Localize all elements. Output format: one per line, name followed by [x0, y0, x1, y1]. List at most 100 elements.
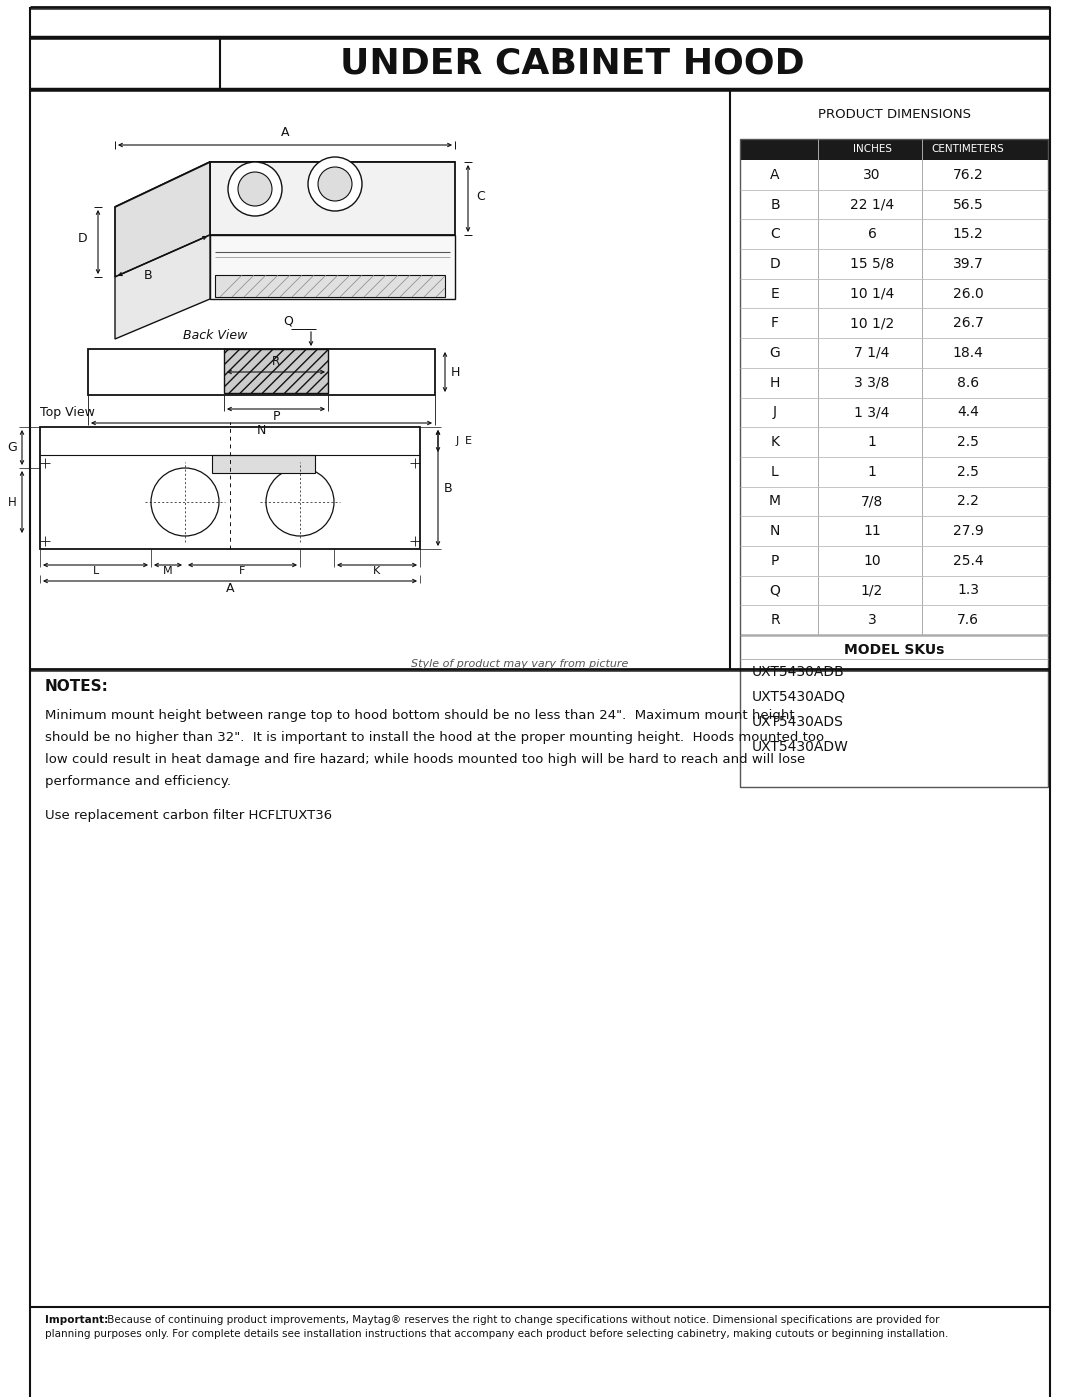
- Text: N: N: [770, 524, 780, 538]
- Bar: [215, 275, 445, 298]
- Polygon shape: [114, 235, 210, 339]
- Text: H: H: [770, 376, 780, 390]
- Text: 15.2: 15.2: [953, 228, 984, 242]
- Text: 1: 1: [867, 465, 877, 479]
- Text: UXT5430ADQ: UXT5430ADQ: [752, 690, 846, 704]
- Text: 39.7: 39.7: [953, 257, 984, 271]
- Text: 7.6: 7.6: [957, 613, 978, 627]
- Text: PRODUCT DIMENSIONS: PRODUCT DIMENSIONS: [818, 109, 971, 122]
- Circle shape: [308, 156, 362, 211]
- Text: A: A: [281, 126, 289, 138]
- Text: J: J: [773, 405, 777, 419]
- Text: 3 3/8: 3 3/8: [854, 376, 890, 390]
- Text: 30: 30: [863, 168, 881, 182]
- Text: performance and efficiency.: performance and efficiency.: [45, 775, 231, 788]
- Text: K: K: [374, 566, 380, 576]
- Text: P: P: [272, 409, 280, 423]
- Text: UXT5430ADW: UXT5430ADW: [752, 740, 849, 754]
- Text: Top View: Top View: [40, 407, 95, 419]
- Text: Style of product may vary from picture: Style of product may vary from picture: [411, 659, 629, 669]
- Text: 6: 6: [867, 228, 877, 242]
- Text: 4.4: 4.4: [957, 405, 978, 419]
- Text: A: A: [770, 168, 780, 182]
- Text: E: E: [771, 286, 780, 300]
- Text: B: B: [770, 197, 780, 211]
- Text: 10: 10: [863, 553, 881, 567]
- Text: G: G: [770, 346, 781, 360]
- Bar: [87, 349, 435, 395]
- Text: UNDER CABINET HOOD: UNDER CABINET HOOD: [340, 46, 805, 80]
- Polygon shape: [114, 162, 455, 207]
- Text: CENTIMETERS: CENTIMETERS: [932, 144, 1004, 155]
- Circle shape: [151, 468, 219, 536]
- Text: low could result in heat damage and fire hazard; while hoods mounted too high wi: low could result in heat damage and fire…: [45, 753, 806, 766]
- Text: L: L: [93, 566, 98, 576]
- Text: Q: Q: [770, 584, 781, 598]
- Text: F: F: [240, 566, 245, 576]
- Bar: [740, 138, 1048, 161]
- Text: 15 5/8: 15 5/8: [850, 257, 894, 271]
- Text: G: G: [8, 441, 17, 454]
- Text: F: F: [771, 316, 779, 330]
- Text: R: R: [272, 355, 280, 367]
- Text: K: K: [770, 434, 780, 448]
- Text: E: E: [465, 436, 472, 446]
- Text: Minimum mount height between range top to hood bottom should be no less than 24": Minimum mount height between range top t…: [45, 710, 795, 722]
- Text: 7/8: 7/8: [861, 495, 883, 509]
- Polygon shape: [210, 162, 455, 235]
- Text: Use replacement carbon filter HCFLTUXT36: Use replacement carbon filter HCFLTUXT36: [45, 809, 333, 821]
- Text: 2.5: 2.5: [957, 465, 978, 479]
- Text: MODEL SKUs: MODEL SKUs: [843, 643, 944, 657]
- Text: 11: 11: [863, 524, 881, 538]
- Text: N: N: [257, 425, 266, 437]
- Text: planning purposes only. For complete details see installation instructions that : planning purposes only. For complete det…: [45, 1329, 948, 1338]
- Text: M: M: [769, 495, 781, 509]
- Bar: [212, 455, 315, 474]
- Text: 56.5: 56.5: [953, 197, 984, 211]
- Text: NOTES:: NOTES:: [45, 679, 109, 694]
- Bar: [224, 349, 328, 393]
- Text: 7 1/4: 7 1/4: [854, 346, 890, 360]
- Text: D: D: [78, 232, 87, 246]
- Text: C: C: [770, 228, 780, 242]
- Text: 1/2: 1/2: [861, 584, 883, 598]
- Bar: [740, 636, 1048, 787]
- Text: P: P: [771, 553, 779, 567]
- Text: 3: 3: [867, 613, 876, 627]
- Text: 1 3/4: 1 3/4: [854, 405, 890, 419]
- Text: INCHES: INCHES: [852, 144, 891, 155]
- Text: 25.4: 25.4: [953, 553, 983, 567]
- Bar: [40, 427, 420, 549]
- Text: Back View: Back View: [183, 330, 247, 342]
- Text: J: J: [456, 436, 459, 446]
- Text: 26.0: 26.0: [953, 286, 984, 300]
- Text: 18.4: 18.4: [953, 346, 984, 360]
- Text: L: L: [771, 465, 779, 479]
- Text: R: R: [770, 613, 780, 627]
- Bar: [740, 138, 1048, 636]
- Circle shape: [266, 468, 334, 536]
- Text: 1.3: 1.3: [957, 584, 978, 598]
- Text: 26.7: 26.7: [953, 316, 984, 330]
- Text: M: M: [163, 566, 173, 576]
- Text: Q: Q: [283, 314, 293, 327]
- Text: Important:: Important:: [45, 1315, 108, 1324]
- Text: 1: 1: [867, 434, 877, 448]
- Text: 10 1/4: 10 1/4: [850, 286, 894, 300]
- Text: D: D: [770, 257, 781, 271]
- Text: B: B: [444, 482, 453, 495]
- Text: 76.2: 76.2: [953, 168, 984, 182]
- Polygon shape: [114, 162, 210, 277]
- Text: C: C: [476, 190, 485, 204]
- Text: Because of continuing product improvements, Maytag® reserves the right to change: Because of continuing product improvemen…: [104, 1315, 940, 1324]
- Circle shape: [318, 168, 352, 201]
- Text: H: H: [9, 496, 17, 509]
- Text: 2.2: 2.2: [957, 495, 978, 509]
- Text: B: B: [144, 270, 152, 282]
- Text: 27.9: 27.9: [953, 524, 984, 538]
- Polygon shape: [210, 235, 455, 299]
- Text: 22 1/4: 22 1/4: [850, 197, 894, 211]
- Circle shape: [238, 172, 272, 205]
- Text: A: A: [226, 583, 234, 595]
- Text: 2.5: 2.5: [957, 434, 978, 448]
